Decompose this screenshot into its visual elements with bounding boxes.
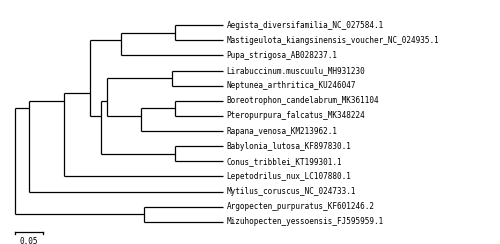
Text: 0.05: 0.05: [20, 237, 38, 244]
Text: Pteropurpura_falcatus_MK348224: Pteropurpura_falcatus_MK348224: [226, 112, 365, 121]
Text: Lepetodrilus_nux_LC107880.1: Lepetodrilus_nux_LC107880.1: [226, 172, 352, 181]
Text: Lirabuccinum.muscuulu_MH931230: Lirabuccinum.muscuulu_MH931230: [226, 66, 365, 75]
Text: Pupa_strigosa_AB028237.1: Pupa_strigosa_AB028237.1: [226, 51, 338, 60]
Text: Mytilus_coruscus_NC_024733.1: Mytilus_coruscus_NC_024733.1: [226, 187, 356, 196]
Text: Mastigeulota_kiangsinensis_voucher_NC_024935.1: Mastigeulota_kiangsinensis_voucher_NC_02…: [226, 36, 439, 45]
Text: Conus_tribblei_KT199301.1: Conus_tribblei_KT199301.1: [226, 157, 342, 166]
Text: Rapana_venosa_KM213962.1: Rapana_venosa_KM213962.1: [226, 127, 338, 136]
Text: Aegista_diversifamilia_NC_027584.1: Aegista_diversifamilia_NC_027584.1: [226, 21, 384, 30]
Text: Babylonia_lutosa_KF897830.1: Babylonia_lutosa_KF897830.1: [226, 142, 352, 151]
Text: Boreotrophon_candelabrum_MK361104: Boreotrophon_candelabrum_MK361104: [226, 96, 379, 105]
Text: Mizuhopecten_yessoensis_FJ595959.1: Mizuhopecten_yessoensis_FJ595959.1: [226, 217, 384, 226]
Text: Argopecten_purpuratus_KF601246.2: Argopecten_purpuratus_KF601246.2: [226, 202, 374, 211]
Text: Neptunea_arthritica_KU246047: Neptunea_arthritica_KU246047: [226, 81, 356, 90]
